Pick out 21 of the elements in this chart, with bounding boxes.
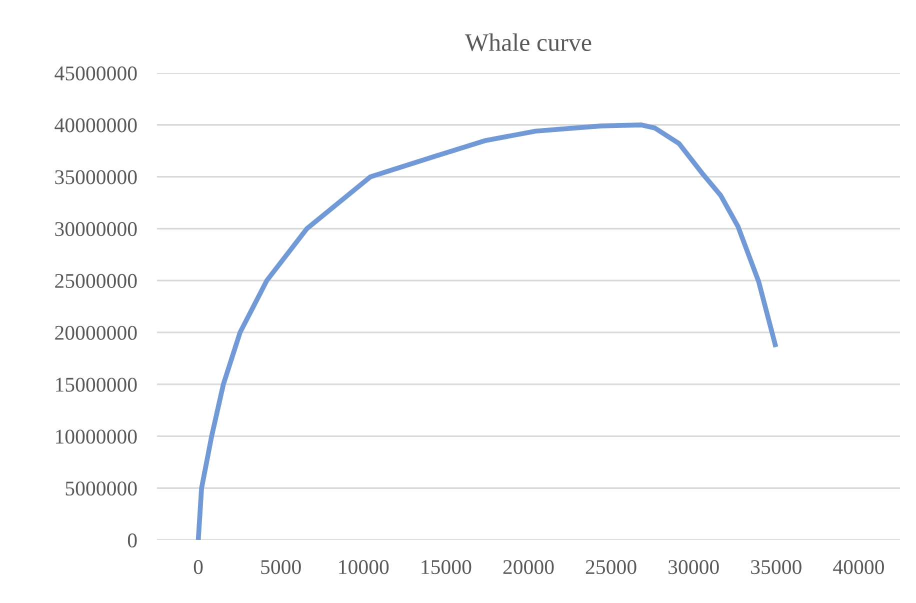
- y-tick-label: 40000000: [54, 118, 137, 132]
- y-tick-label: 10000000: [56, 430, 137, 444]
- x-tick-label: 25000: [586, 560, 636, 574]
- x-tick-label: 35000: [751, 560, 802, 574]
- x-tick-label: 40000: [833, 560, 884, 574]
- y-tick-label: 0: [128, 533, 137, 548]
- x-tick-label: 30000: [668, 560, 719, 574]
- y-tick-label: 35000000: [55, 170, 137, 184]
- y-tick-label: 20000000: [55, 326, 137, 340]
- y-tick-label: 25000000: [55, 274, 137, 288]
- y-tick-label: 30000000: [55, 222, 137, 236]
- chart-title: Whale curve: [465, 33, 592, 52]
- line-series: [196, 122, 778, 540]
- y-tick-label: 5000000: [66, 481, 137, 496]
- y-tick-label: 45000000: [54, 66, 137, 80]
- x-tick-label: 0: [194, 560, 203, 574]
- x-tick-label: 15000: [422, 560, 472, 574]
- x-tick-label: 10000: [339, 560, 389, 574]
- y-tick-label: 15000000: [56, 378, 137, 392]
- x-tick-label: 5000: [261, 560, 301, 574]
- x-tick-label: 20000: [503, 560, 554, 574]
